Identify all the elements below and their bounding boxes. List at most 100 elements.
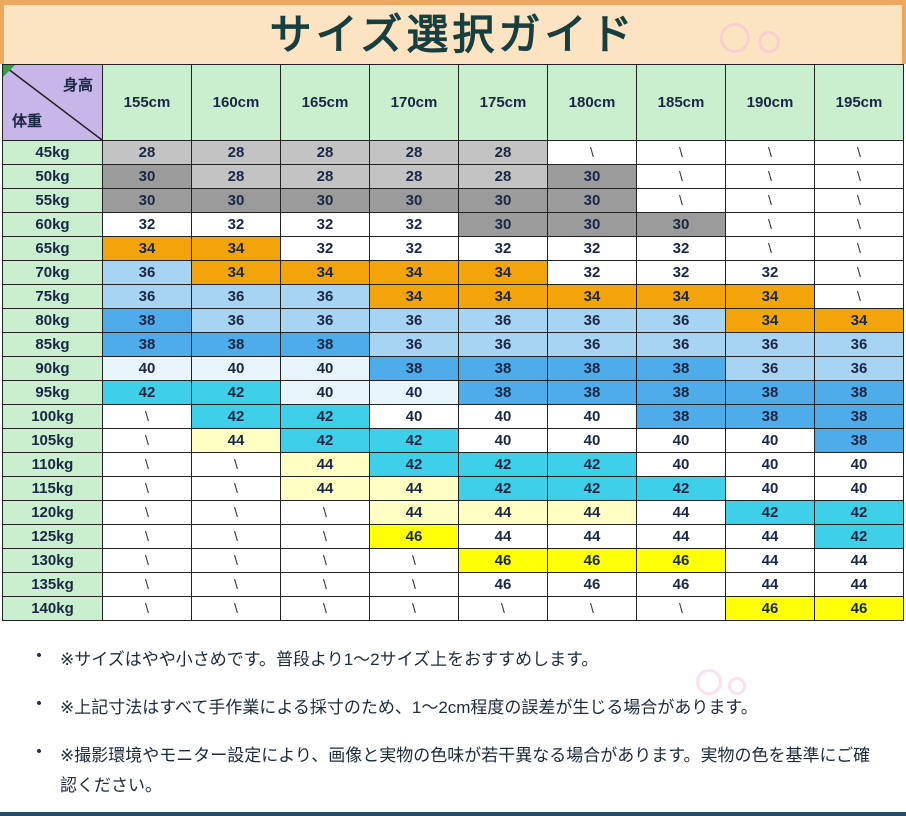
- size-cell: \: [102, 476, 192, 501]
- size-cell: 34: [547, 284, 637, 309]
- size-cell: 28: [369, 164, 459, 189]
- row-header-105kg: 105kg: [2, 428, 103, 453]
- table-row-130kg: 130kg \ \ \ \ 46 46 46 44 44: [2, 548, 904, 573]
- note-text: ※上記寸法はすべて手作業による採寸のため、1〜2cm程度の誤差が生じる場合があり…: [60, 698, 758, 717]
- size-cell: 36: [725, 332, 815, 357]
- size-cell: 36: [102, 260, 192, 285]
- size-cell: 44: [369, 476, 459, 501]
- size-chart-table: 身高 体重 155cm 160cm 165cm 170cm 175cm 180cm 185c…: [2, 64, 904, 621]
- size-cell: 34: [636, 284, 726, 309]
- size-cell: \: [191, 596, 281, 621]
- size-cell: 40: [814, 452, 904, 477]
- size-cell: 36: [636, 332, 726, 357]
- size-cell: 42: [369, 452, 459, 477]
- size-cell: 38: [369, 356, 459, 381]
- column-header-155cm: 155cm: [102, 64, 192, 141]
- size-cell: 34: [280, 260, 370, 285]
- size-cell: \: [191, 572, 281, 597]
- header-row: 身高 体重 155cm 160cm 165cm 170cm 175cm 180cm 185c…: [2, 64, 904, 141]
- size-cell: \: [102, 524, 192, 549]
- size-cell: 44: [458, 500, 548, 525]
- table-row-45kg: 45kg 28 28 28 28 28 \ \ \ \: [2, 140, 904, 165]
- size-cell: 40: [369, 404, 459, 429]
- size-cell: 42: [280, 428, 370, 453]
- size-cell: \: [102, 596, 192, 621]
- size-cell: 42: [458, 452, 548, 477]
- corner-label-weight: 体重: [12, 113, 43, 130]
- table-row-110kg: 110kg \ \ 44 42 42 42 40 40 40: [2, 452, 904, 477]
- size-cell: 40: [280, 356, 370, 381]
- notes-list: • ※サイズはやや小さめです。普段より1〜2サイズ上をおすすめします。 • ※上記寸法…: [18, 645, 872, 801]
- row-header-125kg: 125kg: [2, 524, 103, 549]
- size-cell: 38: [636, 404, 726, 429]
- size-cell: 40: [636, 452, 726, 477]
- size-cell: 44: [547, 524, 637, 549]
- size-cell: 46: [458, 548, 548, 573]
- size-cell: 40: [547, 428, 637, 453]
- notes-section: • ※サイズはやや小さめです。普段より1〜2サイズ上をおすすめします。 • ※上記寸法…: [0, 621, 906, 801]
- size-cell: 40: [102, 356, 192, 381]
- size-cell: \: [369, 596, 459, 621]
- size-cell: 42: [547, 452, 637, 477]
- size-cell: 36: [814, 332, 904, 357]
- row-header-65kg: 65kg: [2, 236, 103, 261]
- size-cell: 38: [547, 356, 637, 381]
- column-header-165cm: 165cm: [280, 64, 370, 141]
- size-cell: 36: [547, 332, 637, 357]
- row-header-95kg: 95kg: [2, 380, 103, 405]
- size-cell: 44: [191, 428, 281, 453]
- size-cell: 36: [636, 308, 726, 333]
- size-cell: 32: [102, 212, 192, 237]
- size-cell: 42: [636, 476, 726, 501]
- size-cell: 32: [369, 212, 459, 237]
- size-cell: 34: [369, 284, 459, 309]
- row-header-130kg: 130kg: [2, 548, 103, 573]
- table-row-115kg: 115kg \ \ 44 44 42 42 42 40 40: [2, 476, 904, 501]
- watermark-stamp-icon: [720, 9, 840, 65]
- size-cell: 30: [458, 212, 548, 237]
- size-cell: 40: [725, 428, 815, 453]
- table-row-125kg: 125kg \ \ \ 46 44 44 44 44 42: [2, 524, 904, 549]
- size-cell: 46: [636, 572, 726, 597]
- size-cell: 36: [725, 356, 815, 381]
- size-cell: 28: [102, 140, 192, 165]
- size-cell: 36: [458, 332, 548, 357]
- column-header-175cm: 175cm: [458, 64, 548, 141]
- size-cell: 40: [725, 476, 815, 501]
- size-cell: 36: [369, 332, 459, 357]
- size-cell: 36: [191, 284, 281, 309]
- table-row-135kg: 135kg \ \ \ \ 46 46 46 44 44: [2, 572, 904, 597]
- note-item: • ※サイズはやや小さめです。普段より1〜2サイズ上をおすすめします。: [18, 645, 872, 675]
- note-item: • ※上記寸法はすべて手作業による採寸のため、1〜2cm程度の誤差が生じる場合があ…: [18, 693, 872, 723]
- size-cell: 38: [725, 404, 815, 429]
- size-cell: \: [814, 284, 904, 309]
- column-header-180cm: 180cm: [547, 64, 637, 141]
- size-cell: 32: [636, 260, 726, 285]
- size-cell: 30: [547, 164, 637, 189]
- size-cell: 42: [102, 380, 192, 405]
- size-cell: 44: [636, 500, 726, 525]
- table-row-95kg: 95kg 42 42 40 40 38 38 38 38 38: [2, 380, 904, 405]
- table-row-50kg: 50kg 30 28 28 28 28 30 \ \ \: [2, 164, 904, 189]
- size-cell: 34: [725, 284, 815, 309]
- size-cell: 30: [458, 188, 548, 213]
- size-cell: 32: [725, 260, 815, 285]
- size-cell: 36: [191, 308, 281, 333]
- size-cell: 28: [280, 164, 370, 189]
- table-row-105kg: 105kg \ 44 42 42 40 40 40 40 38: [2, 428, 904, 453]
- size-cell: 28: [191, 140, 281, 165]
- size-cell: 28: [280, 140, 370, 165]
- size-cell: 34: [369, 260, 459, 285]
- size-cell: \: [191, 476, 281, 501]
- size-cell: 28: [191, 164, 281, 189]
- size-cell: 38: [636, 356, 726, 381]
- size-cell: 38: [458, 356, 548, 381]
- size-cell: 40: [458, 428, 548, 453]
- row-header-100kg: 100kg: [2, 404, 103, 429]
- size-cell: \: [725, 140, 815, 165]
- size-cell: \: [814, 260, 904, 285]
- size-cell: 40: [458, 404, 548, 429]
- size-cell: 44: [280, 452, 370, 477]
- bullet-icon: •: [36, 695, 42, 712]
